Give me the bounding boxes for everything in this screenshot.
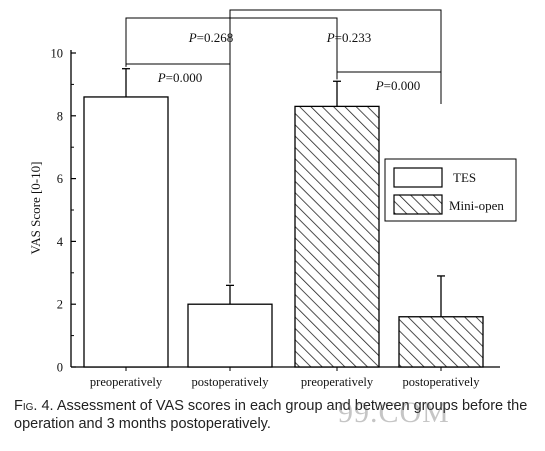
x-tick-label: preoperatively [301, 375, 374, 389]
y-axis-label: VAS Score [0-10] [28, 162, 43, 255]
legend-swatch-mini-open [393, 194, 443, 215]
p-value-label: P=0.000 [157, 70, 203, 85]
comparison-brackets: P=0.268 P=0.233 P=0.000 P=0.000 [125, 9, 442, 284]
p-value-label: P=0.268 [188, 30, 234, 45]
y-tick-label: 6 [57, 172, 63, 186]
x-tick-label: postoperatively [402, 375, 480, 389]
bar-tes-0 [83, 96, 169, 368]
y-ticks: 0 2 4 6 8 10 [51, 47, 76, 375]
y-tick-label: 8 [57, 109, 63, 123]
x-tick-labels: preoperatively postoperatively preoperativ… [90, 367, 480, 389]
y-tick-label: 4 [57, 235, 64, 249]
x-tick-label: postoperatively [191, 375, 269, 389]
legend: TES Mini-open [384, 158, 517, 222]
comparison-bracket [229, 9, 442, 284]
legend-label-mini-open: Mini-open [449, 198, 504, 213]
bars [83, 96, 484, 368]
x-tick-label: preoperatively [90, 375, 163, 389]
y-tick-label: 0 [57, 361, 63, 375]
legend-swatch-tes [393, 167, 443, 188]
y-tick-label: 10 [51, 47, 64, 61]
p-value-label: P=0.233 [326, 30, 372, 45]
figure-label: Fig. 4. [14, 398, 54, 414]
legend-label-tes: TES [453, 170, 476, 185]
bar-mini-open-3 [398, 316, 484, 368]
y-tick-label: 2 [57, 298, 63, 312]
comparison-bracket [125, 17, 338, 80]
error-bars [122, 68, 445, 317]
bar-mini-open-2 [294, 105, 380, 368]
comparison-bracket [125, 63, 231, 104]
figure-caption: Fig. 4. Assessment of VAS scores in each… [14, 397, 539, 433]
comparison-bracket [336, 71, 442, 104]
caption-text: Assessment of VAS scores in each group a… [14, 398, 528, 432]
bar-tes-1 [187, 303, 273, 368]
p-value-label: P=0.000 [375, 78, 421, 93]
